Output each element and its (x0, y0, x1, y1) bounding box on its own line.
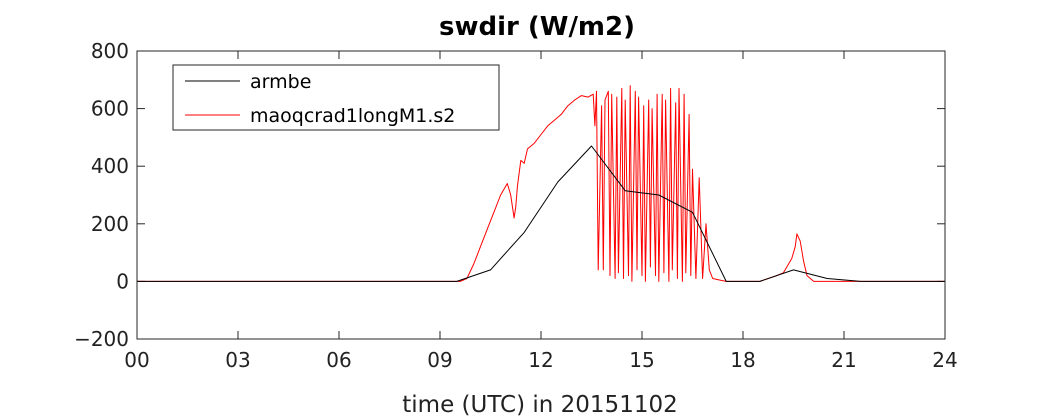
x-tick-label: 12 (528, 348, 553, 372)
legend-box (172, 64, 500, 131)
y-axis: −200 0 200 400 600 800 (74, 39, 945, 351)
x-axis-label: time (UTC) in 20151102 (402, 392, 677, 417)
x-tick-label: 09 (427, 348, 452, 372)
x-axis: 00 03 06 09 12 15 18 21 24 (124, 51, 958, 372)
legend-entry-maoqcrad1longM1-s2: maoqcrad1longM1.s2 (250, 105, 455, 127)
y-tick-label: −200 (74, 327, 129, 351)
series-layer (137, 85, 945, 282)
y-tick-label: 200 (91, 212, 129, 236)
legend-entry-armbe: armbe (250, 71, 311, 93)
plot-frame (136, 50, 946, 340)
x-tick-label: 00 (124, 348, 149, 372)
x-tick-label: 18 (730, 348, 755, 372)
x-tick-label: 21 (831, 348, 856, 372)
y-tick-label: 800 (91, 39, 129, 63)
y-tick-label: 0 (116, 269, 129, 293)
x-tick-label: 15 (629, 348, 654, 372)
x-tick-label: 24 (932, 348, 957, 372)
x-tick-label: 03 (225, 348, 250, 372)
x-tick-label: 06 (326, 348, 351, 372)
y-tick-label: 600 (91, 97, 129, 121)
chart-title: swdir (W/m2) (439, 12, 635, 42)
series-line-armbe (137, 145, 945, 282)
legend: armbe maoqcrad1longM1.s2 (172, 64, 500, 131)
y-tick-label: 400 (91, 154, 129, 178)
